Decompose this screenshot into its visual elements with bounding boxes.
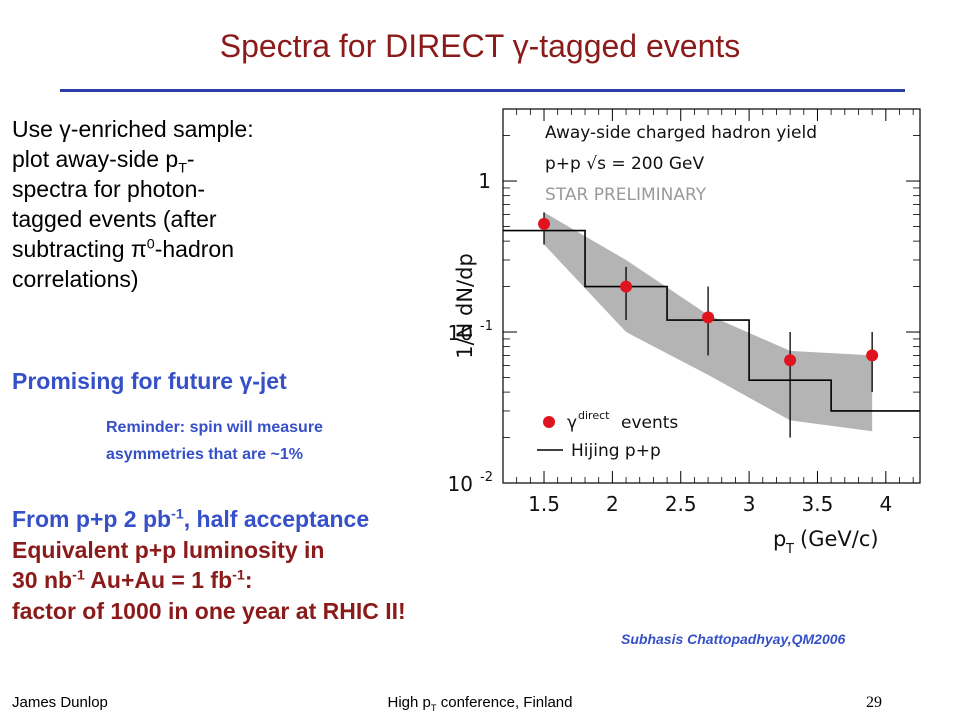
promising-heading: Promising for future γ-jet [12, 368, 287, 394]
lumi-line-1: From p+p 2 pb-1, half acceptance [12, 506, 370, 532]
chart-subtitle: p+p √s = 200 GeV [545, 154, 704, 174]
lumi-line-2: Equivalent p+p luminosity in [12, 536, 325, 563]
x-axis-title-unit: (GeV/c) [800, 527, 879, 551]
intro-line-4: tagged events (after [12, 206, 217, 232]
footer-conference: High pT conference, Finland [387, 694, 573, 713]
x-tick-label: 3 [743, 492, 756, 516]
title-divider [60, 89, 905, 92]
intro-line-3: spectra for photon- [12, 176, 206, 202]
x-axis-title-p: p [773, 527, 786, 551]
reminder-line-2: asymmetries that are ~1% [106, 446, 303, 463]
chart-title: Away-side charged hadron yield [545, 123, 817, 143]
x-axis-title-sub: T [785, 542, 794, 557]
y-tick-label: 10 [448, 472, 473, 496]
data-point [702, 311, 715, 324]
intro-text: Use γ-enriched sample: plot away-side pT… [12, 114, 352, 294]
reminder-note: Reminder: spin will measure asymmetries … [106, 414, 323, 468]
legend-label-direct-gamma: γ [567, 413, 577, 433]
data-point [620, 280, 633, 293]
legend-marker-direct [543, 416, 555, 428]
lumi-line-3: 30 nb-1 Au+Au = 1 fb-1: [12, 567, 253, 593]
data-point [784, 354, 797, 367]
footer-author: James Dunlop [12, 694, 108, 711]
away-side-yield-chart: 1.5 2 2.5 3 3.5 4 1 10 -1 10 -2 Away-side charged h… [448, 108, 921, 557]
y-tick-exponent: -1 [480, 319, 493, 334]
data-point [538, 217, 551, 230]
intro-line-1: Use γ-enriched sample: [12, 116, 254, 142]
intro-line-5: subtracting π0-hadron [12, 236, 234, 262]
y-tick-exponent: -2 [480, 470, 493, 485]
luminosity-text: From p+p 2 pb-1, half acceptance Equival… [12, 504, 406, 626]
legend-label-direct-events: events [621, 413, 678, 433]
reminder-line-1: Reminder: spin will measure [106, 419, 323, 436]
plot-frame [502, 108, 921, 484]
x-tick-label: 4 [879, 492, 892, 516]
legend-label-hijing: Hijing p+p [571, 441, 661, 461]
x-tick-label: 3.5 [802, 492, 834, 516]
data-point [866, 349, 879, 362]
legend-label-direct-sup: direct [578, 409, 610, 422]
y-tick-label: 10 [448, 321, 473, 345]
x-tick-label: 2.5 [665, 492, 697, 516]
lumi-line-4: factor of 1000 in one year at RHIC II! [12, 597, 406, 624]
intro-line-2: plot away-side pT- [12, 146, 195, 177]
x-tick-label: 2 [606, 492, 619, 516]
figure-credit: Subhasis Chattopadhyay,QM2006 [621, 631, 846, 647]
y-axis-title: 1/N dN/dp [453, 253, 477, 359]
intro-line-6: correlations) [12, 266, 139, 292]
chart-watermark: STAR PRELIMINARY [545, 185, 707, 205]
y-tick-label: 1 [478, 169, 491, 193]
footer-page-number: 29 [866, 694, 882, 711]
slide-title: Spectra for DIRECT γ-tagged events [219, 28, 741, 64]
x-tick-label: 1.5 [528, 492, 560, 516]
